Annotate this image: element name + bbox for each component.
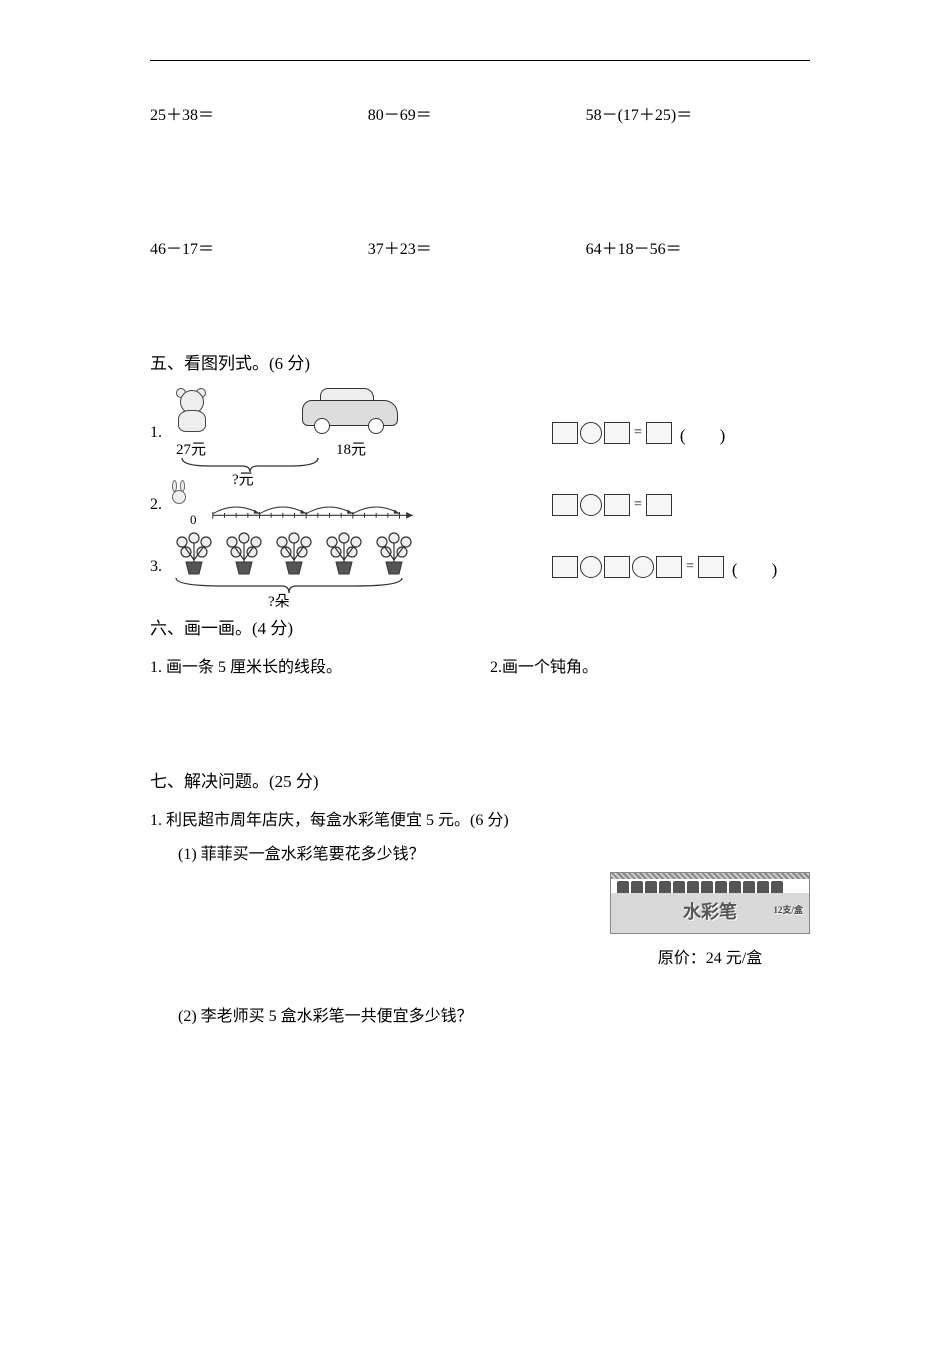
- figure-bear-car: 27元 18元 ?元: [172, 388, 512, 478]
- flowerpot-icon: [372, 532, 416, 576]
- equation-cell: 58－(17＋25)＝: [586, 101, 804, 125]
- marker-small-text: 12支/盒: [773, 891, 803, 929]
- answer-box: [646, 494, 672, 516]
- unit-paren: ( ): [680, 421, 725, 446]
- section5-problem-2: 2.: [150, 484, 810, 526]
- price-caption: 原价：24 元/盒: [610, 944, 810, 968]
- operator-circle: [580, 422, 602, 444]
- operator-circle: [580, 494, 602, 516]
- problem-number: 3.: [150, 558, 172, 576]
- answer-box: [552, 422, 578, 444]
- marker-figure: 水彩笔 12支/盒 原价：24 元/盒: [610, 872, 810, 968]
- answer-box: [552, 494, 578, 516]
- answer-template: = ( ): [512, 421, 810, 446]
- equals-sign: =: [634, 497, 642, 513]
- section5-problem-1: 1. 27元 18元: [150, 388, 810, 478]
- answer-box: [656, 556, 682, 578]
- equation-cell: 64＋18－56＝: [586, 235, 804, 259]
- question-label: ?朵: [268, 590, 290, 611]
- flowerpot-icon: [222, 532, 266, 576]
- answer-box: [552, 556, 578, 578]
- flowerpot-icon: [272, 532, 316, 576]
- equation-row-1: 25＋38＝ 80－69＝ 58－(17＋25)＝: [150, 101, 810, 125]
- equation-cell: 46－17＝: [150, 235, 368, 259]
- equals-sign: =: [686, 559, 694, 575]
- unit-paren: ( ): [732, 555, 777, 580]
- answer-template: =: [512, 494, 810, 516]
- top-rule: [150, 60, 810, 61]
- rabbit-icon: [168, 480, 190, 506]
- equation-cell: 80－69＝: [368, 101, 586, 125]
- price-label: 18元: [336, 438, 366, 459]
- bear-icon: [172, 388, 212, 436]
- answer-box: [698, 556, 724, 578]
- car-icon: [302, 392, 402, 436]
- flowerpot-icon: [172, 532, 216, 576]
- answer-template: = ( ): [512, 555, 810, 580]
- problem-number: 1.: [150, 424, 172, 442]
- equals-sign: =: [634, 425, 642, 441]
- section5-problem-3: 3. ?朵: [150, 532, 810, 602]
- section-5-title: 五、看图列式。(6 分): [150, 349, 810, 374]
- section6-sub-1: 1. 画一条 5 厘米长的线段。: [150, 653, 490, 677]
- flowerpot-icon: [322, 532, 366, 576]
- answer-box: [604, 422, 630, 444]
- numberline-icon: [192, 502, 442, 522]
- section-6-title: 六、画一画。(4 分): [150, 614, 810, 639]
- marker-label-text: 水彩笔: [683, 902, 737, 922]
- equation-row-2: 46－17＝ 37＋23＝ 64＋18－56＝: [150, 235, 810, 259]
- answer-box: [604, 556, 630, 578]
- section-7-title: 七、解决问题。(25 分): [150, 767, 810, 792]
- equation-cell: 37＋23＝: [368, 235, 586, 259]
- operator-circle: [632, 556, 654, 578]
- answer-box: [646, 422, 672, 444]
- section7-p1-q2: (2) 李老师买 5 盒水彩笔一共便宜多少钱？: [150, 1002, 810, 1026]
- figure-numberline: 0: [172, 484, 512, 526]
- section6-sub-2: 2.画一个钝角。: [490, 653, 598, 677]
- operator-circle: [580, 556, 602, 578]
- zero-label: 0: [190, 512, 197, 528]
- equation-cell: 25＋38＝: [150, 101, 368, 125]
- answer-box: [604, 494, 630, 516]
- section7-p1-q1: (1) 菲菲买一盒水彩笔要花多少钱？: [150, 840, 810, 864]
- marker-box-illustration: 水彩笔 12支/盒: [610, 872, 810, 934]
- figure-flowerpots: ?朵: [172, 532, 512, 602]
- section7-p1-stem: 1. 利民超市周年店庆，每盒水彩笔便宜 5 元。(6 分): [150, 806, 810, 830]
